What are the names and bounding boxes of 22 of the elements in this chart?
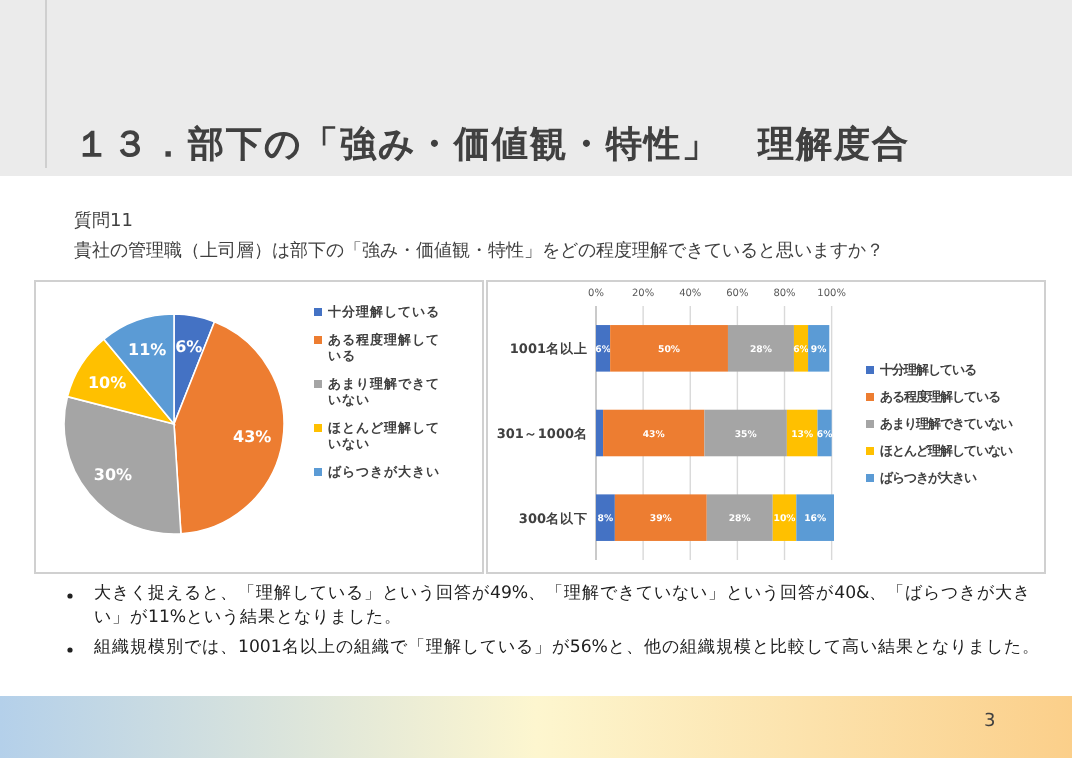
data-label: 11% bbox=[128, 341, 167, 360]
bar bbox=[614, 494, 707, 541]
bar bbox=[610, 325, 728, 372]
data-label: 43% bbox=[233, 428, 272, 447]
bar bbox=[786, 409, 818, 457]
bar bbox=[704, 409, 787, 457]
bar bbox=[727, 325, 794, 372]
bar bbox=[596, 494, 615, 541]
bar bbox=[596, 409, 604, 457]
text: 貴社の管理職（上司層）は部下の「強み・価値観・特性」をどの程度理解できていると思いますか？ bbox=[74, 239, 884, 264]
text: 3 bbox=[984, 712, 996, 732]
bar bbox=[706, 494, 773, 541]
chart-title: １３．部下の「強み・価値観・特性」 理解度合 bbox=[74, 122, 910, 168]
bar bbox=[808, 325, 830, 372]
data-label: 6% bbox=[175, 338, 203, 357]
chart-subtitle: 質問11 bbox=[74, 209, 133, 234]
text: 組織規模別では、1001名以上の組織で「理解している」が56%と、他の組織規模と比較して高い結果となりました。 bbox=[94, 636, 1042, 660]
text: 大きく捉えると、「理解している」という回答が49%、「理解できていない」という回答が40&、「ばらつきが大きい」が11%という結果となりました。 bbox=[94, 582, 1034, 630]
data-label: 30% bbox=[93, 466, 133, 485]
bar bbox=[603, 409, 705, 457]
data-label: 10% bbox=[87, 373, 127, 392]
bar bbox=[796, 494, 834, 541]
